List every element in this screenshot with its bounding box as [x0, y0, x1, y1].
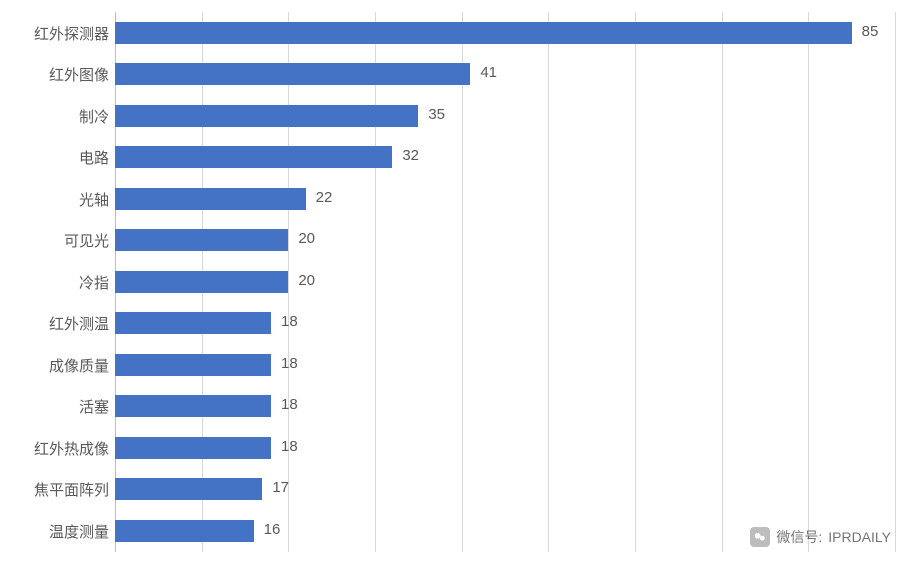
value-label: 18: [281, 355, 298, 372]
gridline: [548, 12, 549, 552]
bar: [115, 188, 306, 210]
category-label: 红外测温: [0, 313, 109, 334]
category-label: 成像质量: [0, 355, 109, 376]
category-label: 焦平面阵列: [0, 479, 109, 500]
gridline: [375, 12, 376, 552]
gridline: [722, 12, 723, 552]
watermark: 微信号: IPRDAILY: [750, 527, 891, 547]
value-label: 20: [298, 272, 315, 289]
value-label: 20: [298, 230, 315, 247]
gridline: [895, 12, 896, 552]
value-label: 17: [272, 479, 289, 496]
watermark-text: IPRDAILY: [828, 529, 891, 545]
bar: [115, 146, 392, 168]
value-label: 16: [264, 521, 281, 538]
bar: [115, 520, 254, 542]
value-label: 35: [428, 106, 445, 123]
wechat-icon: [750, 527, 770, 547]
bar: [115, 63, 470, 85]
category-label: 制冷: [0, 106, 109, 127]
category-label: 温度测量: [0, 521, 109, 542]
value-label: 32: [402, 147, 419, 164]
bar: [115, 312, 271, 334]
value-label: 85: [862, 23, 879, 40]
value-label: 18: [281, 396, 298, 413]
gridline: [635, 12, 636, 552]
bar: [115, 229, 288, 251]
value-label: 41: [480, 64, 497, 81]
bar: [115, 22, 852, 44]
category-label: 可见光: [0, 230, 109, 251]
gridline: [808, 12, 809, 552]
bar: [115, 271, 288, 293]
bar: [115, 395, 271, 417]
gridline: [288, 12, 289, 552]
category-label: 红外热成像: [0, 438, 109, 459]
category-label: 红外图像: [0, 64, 109, 85]
bar: [115, 437, 271, 459]
value-label: 22: [316, 189, 333, 206]
value-label: 18: [281, 313, 298, 330]
watermark-prefix: 微信号:: [776, 527, 822, 547]
gridline: [462, 12, 463, 552]
bar: [115, 105, 418, 127]
category-label: 红外探测器: [0, 23, 109, 44]
category-label: 光轴: [0, 189, 109, 210]
category-label: 冷指: [0, 272, 109, 293]
category-label: 电路: [0, 147, 109, 168]
bar: [115, 354, 271, 376]
horizontal-bar-chart: 红外探测器 85 红外图像 41 制冷 35 电路 32 光轴 22 可见光 20 冷指 20 红外测温 18…: [0, 0, 909, 569]
category-label: 活塞: [0, 396, 109, 417]
bar: [115, 478, 262, 500]
value-label: 18: [281, 438, 298, 455]
